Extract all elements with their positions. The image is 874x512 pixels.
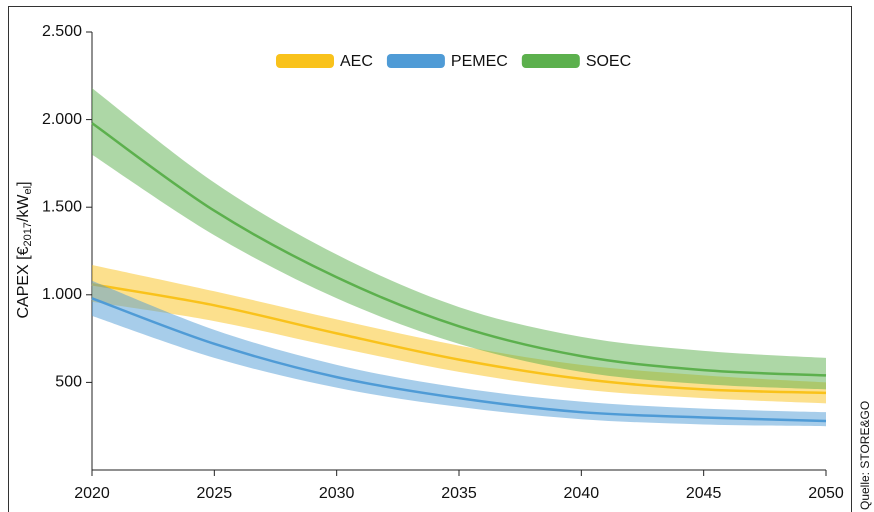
series-line: [91, 122, 827, 377]
y-tick-label: 2.000: [42, 111, 82, 128]
uncertainty-band: [92, 88, 826, 390]
x-tick-label: 2040: [564, 485, 600, 502]
source-note: Quelle: STORE&GO: [858, 401, 872, 510]
x-tick-label: 2030: [319, 485, 355, 502]
y-label-sub: el: [22, 186, 34, 195]
y-tick-label: 1.500: [42, 198, 82, 215]
x-tick-label: 2045: [686, 485, 722, 502]
legend-swatch: [386, 54, 445, 68]
legend-swatch: [276, 54, 334, 68]
y-label-sub: 2017: [22, 222, 34, 246]
x-tick-label: 2025: [197, 485, 233, 502]
frame: [8, 6, 852, 512]
y-label-part: /kW: [15, 194, 32, 222]
y-tick-label: 2.500: [42, 23, 82, 40]
legend-label: SOEC: [586, 53, 631, 70]
x-tick-label: 2050: [808, 485, 844, 502]
y-tick-label: 1.000: [42, 286, 82, 303]
y-label-part: ]: [15, 181, 32, 185]
y-tick-label: 500: [55, 374, 82, 391]
y-axis-label: CAPEX [€2017/kWel]: [15, 181, 34, 318]
y-label-part: CAPEX [€: [15, 246, 32, 318]
legend-swatch: [521, 54, 580, 68]
legend-label: AEC: [340, 53, 373, 70]
x-tick-label: 2020: [74, 485, 110, 502]
uncertainty-band: [92, 265, 826, 404]
series-line: [91, 283, 827, 395]
legend-label: PEMEC: [451, 53, 508, 70]
series-line: [91, 297, 827, 423]
x-tick-label: 2035: [441, 485, 477, 502]
